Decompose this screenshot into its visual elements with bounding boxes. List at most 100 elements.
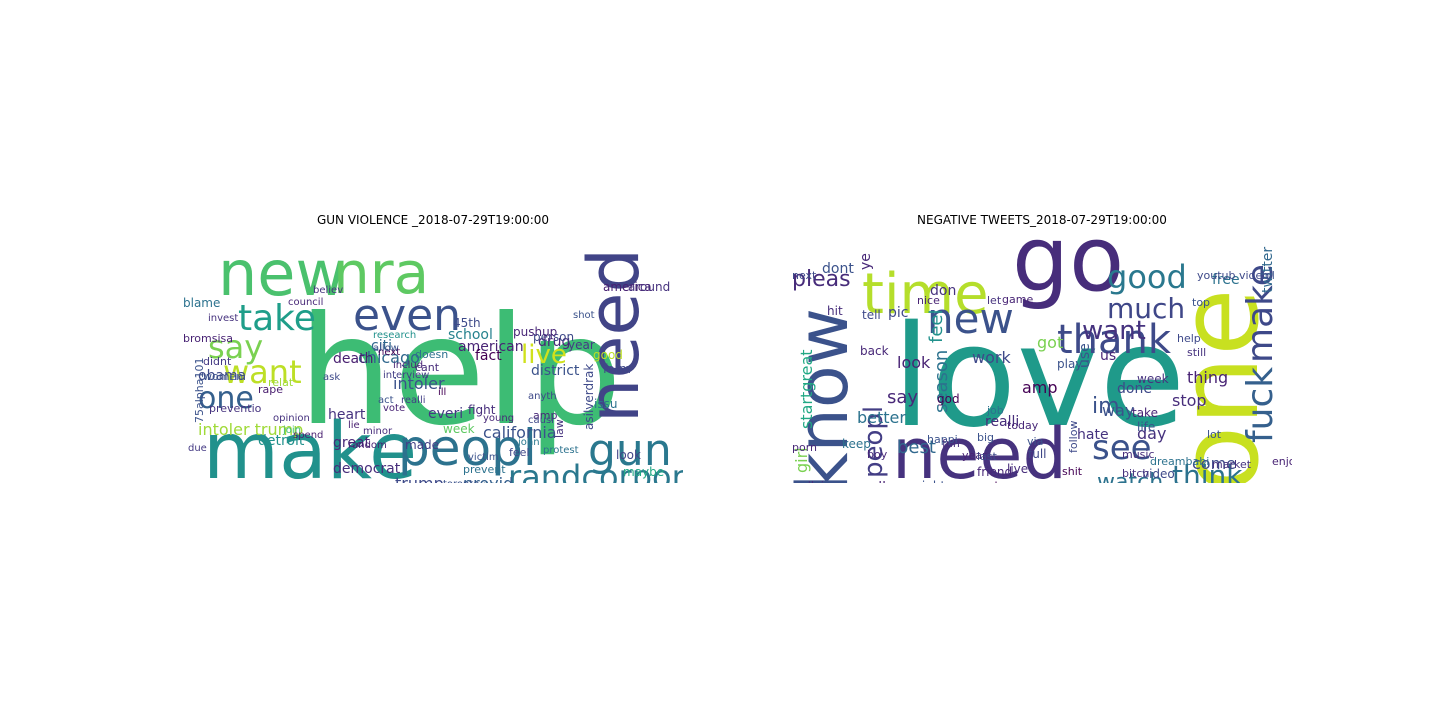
word-ye: ye [858,253,874,270]
word-feel: feel [926,310,947,344]
word-great: great [333,435,371,451]
panel-title: GUN VIOLENCE _2018-07-29T19:00:00 [316,213,550,227]
word-call: call [862,480,886,483]
word-make: make [1240,264,1281,363]
word-believ: believ [313,285,343,296]
word-feel: feel [509,446,529,459]
word-allow: allow [373,343,399,354]
word-year: year [568,338,595,352]
word-set: set [982,479,999,483]
word-even: even [353,290,461,341]
word-nice: nice [917,294,940,307]
word-week: week [443,422,475,436]
word-free: free [1212,272,1240,288]
word-lie: lie [348,420,360,431]
word-realli: realli [401,395,426,406]
word-form: form [603,362,631,376]
word-make: make [203,407,417,483]
word-porn: porn [792,441,817,454]
word-want: want [1082,316,1146,346]
word-week: week [1137,372,1169,386]
word-back: back [860,344,889,358]
word-women: women [203,370,243,383]
word-maybe: maybe [623,465,664,479]
word-interview: interview [383,370,429,381]
word-one: one [1155,288,1283,483]
word-need: need [573,248,655,423]
word-obama: obama [198,368,246,384]
word-john: john [517,437,540,448]
word-around: around [628,280,670,294]
word-provid: provid [463,474,513,483]
word-startgreat: startgreat [797,349,816,429]
word-video: video [1142,467,1175,481]
word-hate: hate [1077,427,1109,443]
word-pushup: pushup [513,325,557,339]
word-day: day [1137,424,1166,443]
word-say: say [208,328,263,366]
word-death: death [333,351,373,367]
word-bitch: bitch [1122,467,1149,480]
word-detroit: detroit [258,433,305,449]
word-protest: protest [543,445,579,456]
word-music: music [1122,448,1155,461]
word-follow: follow [1067,421,1080,453]
word-good: good [593,348,623,362]
word-live: live [1007,462,1028,476]
word-time: time [862,262,989,327]
word-think: think [1172,459,1243,483]
word-dreambabi: dreambabi [1150,455,1209,468]
word-use: use [1077,343,1093,368]
word-fight: fight [468,403,496,417]
word-pay: pay [483,480,501,483]
word-shot: shot [573,310,595,321]
word-fact: fact [475,348,502,364]
word-live: live [521,340,567,370]
word-minor: minor [363,426,393,437]
word-best: best [897,437,936,458]
word-watch: watch [1097,470,1163,483]
word-bromsisa: bromsisa [183,332,233,345]
word-via: via [1027,435,1043,448]
word-research: research [373,330,416,341]
word-anyth: anyth [528,391,557,402]
word-big: big [977,431,994,444]
word-got: got [1037,333,1063,352]
word-next: next [792,269,817,282]
word-includ: includ [393,360,423,371]
word-spend: spend [293,430,323,441]
word-good: good [1107,258,1187,296]
word-toronto: toronto [443,479,479,483]
word-vote: vote [383,403,405,414]
word-district: district [531,363,580,379]
word-keep: keep [842,437,871,451]
word-everi: everi [428,406,463,422]
word-amp: amp [1022,378,1058,397]
word-trump: trump [395,474,444,483]
word-peopl: peopl [398,419,537,477]
word-girl: girl [792,447,811,473]
word-god: god [937,392,960,406]
word-happi: happi [927,433,958,446]
word-ill: ill [438,387,446,398]
word-america: america [603,280,652,294]
word-citi: citi [371,338,392,354]
word-market: market [1212,458,1252,471]
word-look: look [897,353,931,372]
word-peopl: peopl [859,406,889,478]
word-chicago: chicago [358,348,420,367]
word-cant: cant [415,361,440,374]
word-randcorpor: randcorpor [508,458,683,483]
word-relat: relat [268,376,294,389]
word-invest: invest [208,313,238,324]
word-game: game [1002,293,1033,306]
word-boy: boy [867,448,888,461]
wordcloud-right: love one go know need time new thank fuck make goo… [792,233,1292,483]
word-fuck: fuck [1240,367,1281,443]
word-im: im [1092,394,1120,419]
word-play: play [1057,357,1082,371]
word-see: see [1092,428,1152,468]
word-twitter: twitter [1260,247,1276,293]
word-pleas: pleas [792,267,851,292]
word-due: due [188,443,207,454]
